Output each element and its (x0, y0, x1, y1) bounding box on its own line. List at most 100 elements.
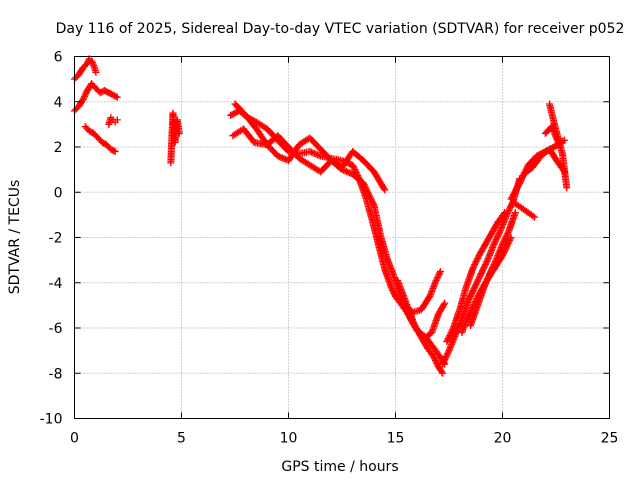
data-point (481, 261, 489, 269)
data-point (465, 295, 473, 303)
axis-ticks: 0 5 10 15 20 25 -10 -8 -6 -4 -2 0 2 4 6 (40, 50, 619, 447)
data-point (446, 332, 454, 340)
data-point (474, 276, 482, 284)
data-point (433, 359, 441, 367)
data-point (477, 270, 485, 278)
data-point (443, 351, 451, 359)
data-point (439, 359, 447, 367)
data-point (438, 368, 446, 376)
data-point (362, 185, 370, 193)
data-point (349, 161, 357, 169)
y-tick-label: -8 (49, 366, 63, 382)
data-point (504, 208, 512, 216)
data-point (469, 265, 477, 273)
data-point (113, 93, 121, 101)
data-point (439, 360, 447, 368)
data-point (432, 358, 440, 366)
data-point (469, 264, 477, 272)
data-point (482, 259, 490, 267)
data-point (472, 280, 480, 288)
data-point (112, 92, 120, 100)
series-trace-b (71, 80, 121, 115)
data-point (472, 258, 480, 266)
data-point (435, 270, 443, 278)
data-point (502, 244, 510, 252)
x-axis-label: GPS time / hours (281, 459, 398, 475)
data-point (444, 350, 452, 358)
data-point (494, 231, 502, 239)
y-tick-label: -10 (40, 412, 63, 428)
data-point (92, 68, 100, 76)
data-point (441, 354, 449, 362)
data-point (504, 240, 512, 248)
data-point (432, 276, 440, 284)
data-point (387, 283, 395, 291)
data-point (507, 202, 515, 210)
data-point (449, 326, 457, 334)
data-point (448, 327, 456, 335)
data-point (511, 209, 519, 217)
y-tick-label: -6 (49, 321, 63, 337)
y-tick-label: 6 (54, 50, 63, 66)
data-point (442, 353, 450, 361)
data-point (469, 304, 477, 312)
data-point (531, 213, 539, 221)
data-point (501, 209, 509, 217)
data-point (351, 166, 359, 174)
data-point (469, 302, 477, 310)
data-point (439, 369, 447, 377)
data-point (471, 259, 479, 267)
data-point (468, 305, 476, 313)
data-point (491, 237, 499, 245)
data-point (518, 175, 526, 183)
data-point (495, 230, 503, 238)
data-point (516, 179, 524, 187)
data-point (367, 196, 375, 204)
data-point (368, 197, 376, 205)
data-point (496, 228, 504, 236)
data-point (503, 243, 511, 251)
data-point (469, 288, 477, 296)
data-point (431, 355, 439, 363)
data-point (505, 206, 513, 214)
x-tick-label: 0 (70, 431, 79, 447)
data-point (561, 136, 569, 144)
data-point (350, 164, 358, 172)
series-trace-l (443, 209, 509, 346)
x-tick-label: 20 (494, 431, 512, 447)
chart-title: Day 116 of 2025, Sidereal Day-to-day VTE… (56, 21, 625, 37)
data-point (492, 236, 500, 244)
data-point (479, 265, 487, 273)
data-point (361, 182, 369, 190)
data-point (479, 267, 487, 275)
data-point (470, 301, 478, 309)
data-point (502, 233, 510, 241)
data-point (503, 230, 511, 238)
series-trace-e (167, 109, 183, 167)
data-point (388, 285, 396, 293)
data-point (467, 291, 475, 299)
y-axis-label: SDTVAR / TECUs (7, 180, 23, 295)
data-point (471, 283, 479, 291)
data-point (469, 286, 477, 294)
data-point (466, 310, 474, 318)
data-point (481, 262, 489, 270)
y-tick-label: -2 (49, 231, 63, 247)
data-point (503, 231, 511, 239)
data-point (89, 60, 97, 68)
data-point (500, 237, 508, 245)
data-point (464, 313, 472, 321)
data-point (483, 258, 491, 266)
data-point (113, 116, 121, 124)
data-point (369, 200, 377, 208)
data-point (500, 210, 508, 218)
data-point (80, 94, 88, 102)
y-tick-label: -4 (49, 276, 63, 292)
data-points (71, 55, 571, 377)
data-point (506, 205, 514, 213)
data-point (440, 357, 448, 365)
data-point (443, 338, 451, 346)
data-point (471, 298, 479, 306)
